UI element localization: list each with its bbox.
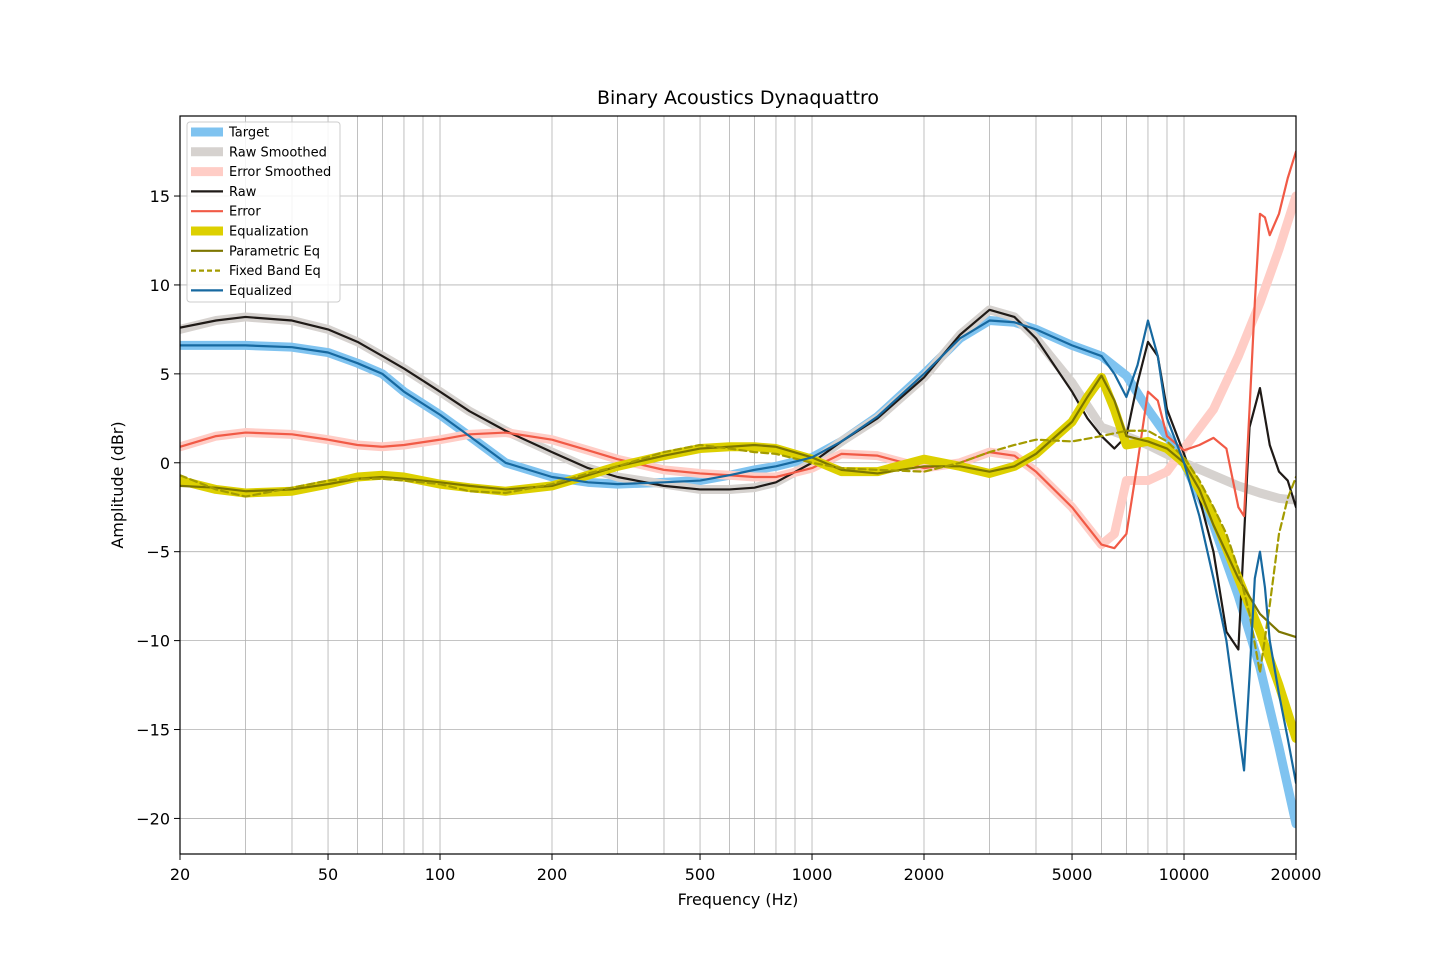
- legend-label-fixed-band-eq: Fixed Band Eq: [229, 264, 321, 279]
- x-tick-label: 20000: [1271, 865, 1322, 884]
- legend-label-raw-smoothed: Raw Smoothed: [229, 145, 327, 160]
- legend-box: [186, 121, 341, 303]
- plot-frame: [179, 115, 1297, 855]
- y-tick-label: −10: [136, 632, 170, 651]
- series-line-parametric-eq: [180, 374, 1296, 639]
- legend-label-equalized: Equalized: [229, 284, 292, 299]
- x-tick-label: 1000: [792, 865, 833, 884]
- legend: Target Raw Smoothed Error Smoothed Raw Error…: [186, 121, 341, 303]
- y-tick-label: −20: [136, 809, 170, 828]
- x-tick-label: 500: [685, 865, 716, 884]
- x-tick-label: 50: [318, 865, 338, 884]
- x-tick-label: 5000: [1052, 865, 1093, 884]
- y-tick-label: 15: [150, 187, 170, 206]
- legend-label-equalization: Equalization: [229, 225, 309, 240]
- legend-label-error-smoothed: Error Smoothed: [229, 165, 331, 180]
- x-tick-label: 100: [425, 865, 456, 884]
- x-tick-label: 2000: [904, 865, 945, 884]
- y-tick-label: −15: [136, 721, 170, 740]
- y-tick-label: 0: [160, 454, 170, 473]
- series-line-fixed-band-eq: [180, 429, 1296, 674]
- x-tick-label: 20: [170, 865, 190, 884]
- legend-label-parametric-eq: Parametric Eq: [229, 244, 320, 259]
- x-tick-label: 10000: [1159, 865, 1210, 884]
- series-line-equalized: [180, 319, 1296, 784]
- axes: 20 50 100 200 500 1000 2000 5000 10000 2000015105…: [136, 187, 1321, 884]
- y-tick-label: 10: [150, 276, 170, 295]
- y-tick-label: 5: [160, 365, 170, 384]
- chart-title: Binary Acoustics Dynaquattro: [597, 87, 879, 109]
- legend-label-raw: Raw: [229, 185, 257, 200]
- y-tick-label: −5: [146, 543, 170, 562]
- legend-label-error: Error: [229, 205, 261, 220]
- y-axis-title: Amplitude (dBr): [108, 421, 127, 548]
- series-line-raw: [180, 308, 1296, 651]
- legend-label-target: Target: [228, 126, 269, 141]
- x-tick-label: 200: [537, 865, 568, 884]
- x-axis-title: Frequency (Hz): [678, 890, 799, 909]
- series-layer: [180, 150, 1296, 829]
